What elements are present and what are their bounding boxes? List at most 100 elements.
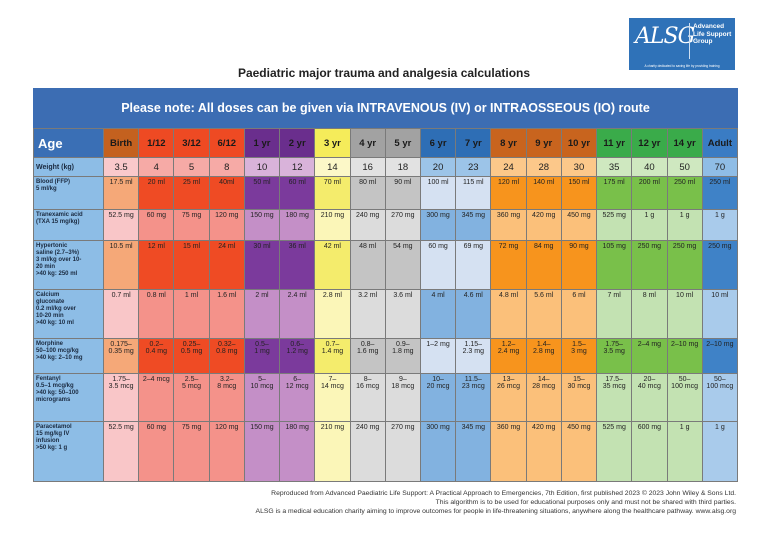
dose-cell: 28 (525, 157, 562, 177)
dose-cell: 270 mg (384, 421, 421, 482)
row-label: Fentanyl 0.5–1 mcg/kg >40 kg: 50–100 mic… (33, 373, 104, 422)
dose-cell: 11.5– 23 mcg (455, 373, 492, 422)
dose-cell: 14 (314, 157, 351, 177)
dose-cell: 525 mg (596, 421, 633, 482)
dose-cell: 30 ml (243, 240, 281, 290)
dose-cell: 0.32– 0.8 mg (208, 338, 245, 374)
dose-cell: 90 mg (560, 240, 598, 290)
dose-cell: 210 mg (314, 421, 351, 482)
dose-cell: 180 mg (279, 421, 316, 482)
dose-cell: 20 ml (138, 176, 175, 210)
row-label: Calcium gluconate 0.2 ml/kg over 10-20 m… (33, 289, 104, 339)
dose-cell: 75 mg (173, 209, 210, 241)
dose-cell: 2–10 mg (666, 338, 703, 374)
dose-cell: 24 ml (208, 240, 245, 290)
dose-cell: 1.6 ml (208, 289, 245, 339)
dose-cell: 240 mg (349, 421, 386, 482)
row-label: Hypertonic saline (2.7–3%) 3 ml/kg over … (33, 240, 104, 290)
dose-cell: 5.6 ml (525, 289, 562, 339)
dose-cell: 36 ml (279, 240, 316, 290)
dose-row: Tranexamic acid (TXA 15 mg/kg) 52.5 mg 60 … (33, 209, 739, 241)
dose-cell: 4 ml (419, 289, 457, 339)
age-column-header: 14 yr (666, 128, 703, 158)
page-title: Paediatric major trauma and analgesia ca… (237, 66, 531, 80)
dose-cell: 250 ml (701, 176, 739, 210)
dose-cell: 50 ml (243, 176, 281, 210)
age-column-header: 12 yr (631, 128, 668, 158)
age-column-header: 3/12 (173, 128, 210, 158)
dose-cell: 140 ml (525, 176, 562, 210)
dose-cell: 10 ml (701, 289, 739, 339)
dose-cell: 175 ml (596, 176, 633, 210)
dose-cell: 7 ml (596, 289, 633, 339)
footer: Reproduced from Advanced Paediatric Life… (256, 489, 736, 516)
dose-cell: 5 (173, 157, 210, 177)
dose-cell: 52.5 mg (102, 209, 140, 241)
age-header: Age (33, 128, 104, 158)
dose-cell: 360 mg (490, 421, 527, 482)
dose-cell: 17.5– 35 mcg (596, 373, 633, 422)
dose-cell: 360 mg (490, 209, 527, 241)
dose-cell: 0.8 ml (138, 289, 175, 339)
age-column-header: 1 yr (243, 128, 281, 158)
dose-cell: 180 mg (279, 209, 316, 241)
dose-cell: 345 mg (455, 209, 492, 241)
dose-cell: 2.5– 5 mcg (173, 373, 210, 422)
age-column-header: 6/12 (208, 128, 245, 158)
dose-cell: 1 g (666, 421, 703, 482)
dose-cell: 4.8 ml (490, 289, 527, 339)
dose-cell: 1–2 mg (419, 338, 457, 374)
row-label: Blood (FFP) 5 ml/kg (33, 176, 104, 210)
dose-cell: 4.6 ml (455, 289, 492, 339)
dose-row: Blood (FFP) 5 ml/kg 17.5 ml 20 ml 25 ml 40ml… (33, 176, 739, 210)
dose-cell: 10 (243, 157, 281, 177)
dose-cell: 48 ml (349, 240, 386, 290)
dose-cell: 60 mg (138, 209, 175, 241)
dose-cell: 35 (596, 157, 633, 177)
dose-cell: 1 ml (173, 289, 210, 339)
dose-cell: 115 ml (455, 176, 492, 210)
dose-cell: 42 ml (314, 240, 351, 290)
row-label: Tranexamic acid (TXA 15 mg/kg) (33, 209, 104, 241)
dose-cell: 10– 20 mcg (419, 373, 457, 422)
dose-cell: 84 mg (525, 240, 562, 290)
dose-cell: 1.5– 3 mg (560, 338, 598, 374)
dose-cell: 3.2– 8 mcg (208, 373, 245, 422)
age-column-header: Adult (701, 128, 739, 158)
dose-row: Calcium gluconate 0.2 ml/kg over 10-20 m… (33, 289, 739, 339)
dose-cell: 72 mg (490, 240, 527, 290)
logo-mark: ALSG (635, 24, 695, 49)
dose-row: Paracetamol 15 mg/kg IV infusion >50 kg:… (33, 421, 739, 482)
dose-cell: 0.7 ml (102, 289, 140, 339)
dose-cell: 12 ml (138, 240, 175, 290)
dose-cell: 12 (279, 157, 316, 177)
row-label: Weight (kg) (33, 157, 104, 177)
dose-cell: 60 ml (279, 176, 316, 210)
dose-cell: 0.175– 0.35 mg (102, 338, 140, 374)
dose-cell: 15 ml (173, 240, 210, 290)
dose-cell: 150 mg (243, 209, 281, 241)
dose-cell: 13– 26 mcg (490, 373, 527, 422)
logo-tagline: A charity dedicated to saving life by pr… (644, 64, 720, 68)
dose-cell: 17.5 ml (102, 176, 140, 210)
dose-cell: 300 mg (419, 421, 457, 482)
age-column-header: 5 yr (384, 128, 421, 158)
dose-cell: 120 mg (208, 209, 245, 241)
row-label: Paracetamol 15 mg/kg IV infusion >50 kg:… (33, 421, 104, 482)
dose-cell: 16 (349, 157, 386, 177)
dose-cell: 23 (455, 157, 492, 177)
footer-charity: ALSG is a medical education charity aimi… (255, 508, 736, 515)
dose-cell: 600 mg (631, 421, 668, 482)
route-banner: Please note: All doses can be given via … (121, 101, 650, 115)
dose-cell: 3.6 ml (384, 289, 421, 339)
dose-row: Morphine 50–100 mcg/kg >40 kg: 2–10 mg 0.… (33, 338, 739, 374)
dose-cell: 90 ml (384, 176, 421, 210)
footer-copyright: Reproduced from Advanced Paediatric Life… (271, 490, 736, 497)
dose-cell: 70 (701, 157, 739, 177)
dose-cell: 1.4– 2.8 mg (525, 338, 562, 374)
age-column-header: 1/12 (138, 128, 175, 158)
dose-cell: 20 (419, 157, 457, 177)
age-column-header: 6 yr (419, 128, 457, 158)
dose-cell: 120 mg (208, 421, 245, 482)
dose-cell: 0.2– 0.4 mg (138, 338, 175, 374)
